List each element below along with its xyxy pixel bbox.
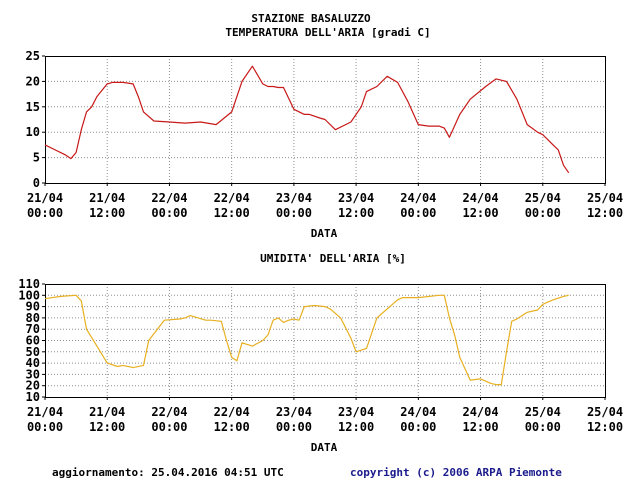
hum-plot-frame [45,284,606,398]
station-title: STAZIONE BASALUZZO [251,12,371,25]
humidity-chart: 10203040506070809010011021/0400:0021/041… [18,277,623,454]
temp-xtick-time: 00:00 [276,206,312,220]
temp-xtick-time: 12:00 [462,206,498,220]
temperature-chart-title: TEMPERATURA DELL'ARIA [gradi C] [225,26,430,39]
footer-copyright: copyright (c) 2006 ARPA Piemonte [350,466,562,479]
hum-xtick-time: 00:00 [525,420,561,434]
temp-xaxis-title: DATA [311,227,338,240]
hum-ytick-label: 60 [26,334,40,348]
hum-xtick-time: 12:00 [338,420,374,434]
hum-xtick-date: 21/04 [27,405,63,419]
hum-ytick-label: 80 [26,311,40,325]
hum-xtick-time: 12:00 [89,420,125,434]
temp-xtick-date: 22/04 [151,191,187,205]
temp-xtick-time: 12:00 [338,206,374,220]
hum-xtick-time: 12:00 [462,420,498,434]
temp-xtick-date: 23/04 [338,191,374,205]
hum-xtick-time: 12:00 [214,420,250,434]
hum-ytick-label: 50 [26,345,40,359]
hum-xtick-time: 00:00 [400,420,436,434]
hum-xtick-time: 00:00 [276,420,312,434]
temp-xtick-date: 21/04 [27,191,63,205]
temp-xtick-date: 24/04 [462,191,498,205]
temp-ytick-label: 15 [26,100,40,114]
hum-xtick-date: 23/04 [338,405,374,419]
hum-ytick-label: 10 [26,390,40,404]
hum-ytick-label: 100 [18,288,40,302]
temp-xtick-date: 25/04 [587,191,623,205]
temp-plot-frame [45,56,606,184]
hum-ytick-label: 110 [18,277,40,291]
hum-ytick-label: 40 [26,356,40,370]
footer-update-timestamp: aggiornamento: 25.04.2016 04:51 UTC [52,466,284,479]
temp-xtick-time: 00:00 [525,206,561,220]
hum-xtick-time: 12:00 [587,420,623,434]
temp-xtick-time: 00:00 [400,206,436,220]
temp-series-line [44,65,570,174]
hum-series-line [44,294,569,386]
charts-canvas: STAZIONE BASALUZZO TEMPERATURA DELL'ARIA… [18,12,624,454]
hum-xtick-date: 25/04 [525,405,561,419]
hum-xtick-date: 24/04 [400,405,436,419]
temp-xtick-time: 12:00 [587,206,623,220]
temp-ytick-label: 20 [26,74,40,88]
temp-ytick-label: 10 [26,125,40,139]
temp-xtick-time: 12:00 [89,206,125,220]
hum-xtick-date: 21/04 [89,405,125,419]
temp-xtick-time: 12:00 [214,206,250,220]
hum-ytick-label: 20 [26,379,40,393]
hum-xaxis-title: DATA [311,441,338,454]
temp-xtick-date: 21/04 [89,191,125,205]
hum-xtick-time: 00:00 [27,420,63,434]
temperature-chart: 051015202521/0400:0021/0412:0022/0400:00… [26,49,624,240]
temp-ytick-label: 25 [26,49,40,63]
hum-xtick-date: 22/04 [151,405,187,419]
temp-xtick-date: 25/04 [525,191,561,205]
hum-ytick-label: 90 [26,300,40,314]
hum-xtick-date: 22/04 [214,405,250,419]
temp-xtick-time: 00:00 [27,206,63,220]
temp-ytick-label: 5 [33,151,40,165]
temp-ytick-label: 0 [33,176,40,190]
hum-xtick-date: 23/04 [276,405,312,419]
temp-xtick-date: 24/04 [400,191,436,205]
hum-xtick-time: 00:00 [151,420,187,434]
hum-ytick-label: 70 [26,322,40,336]
hum-xtick-date: 25/04 [587,405,623,419]
hum-xtick-date: 24/04 [462,405,498,419]
humidity-chart-title: UMIDITA' DELL'ARIA [%] [260,252,406,265]
temp-xtick-date: 23/04 [276,191,312,205]
temp-xtick-time: 00:00 [151,206,187,220]
temp-xtick-date: 22/04 [214,191,250,205]
hum-ytick-label: 30 [26,367,40,381]
